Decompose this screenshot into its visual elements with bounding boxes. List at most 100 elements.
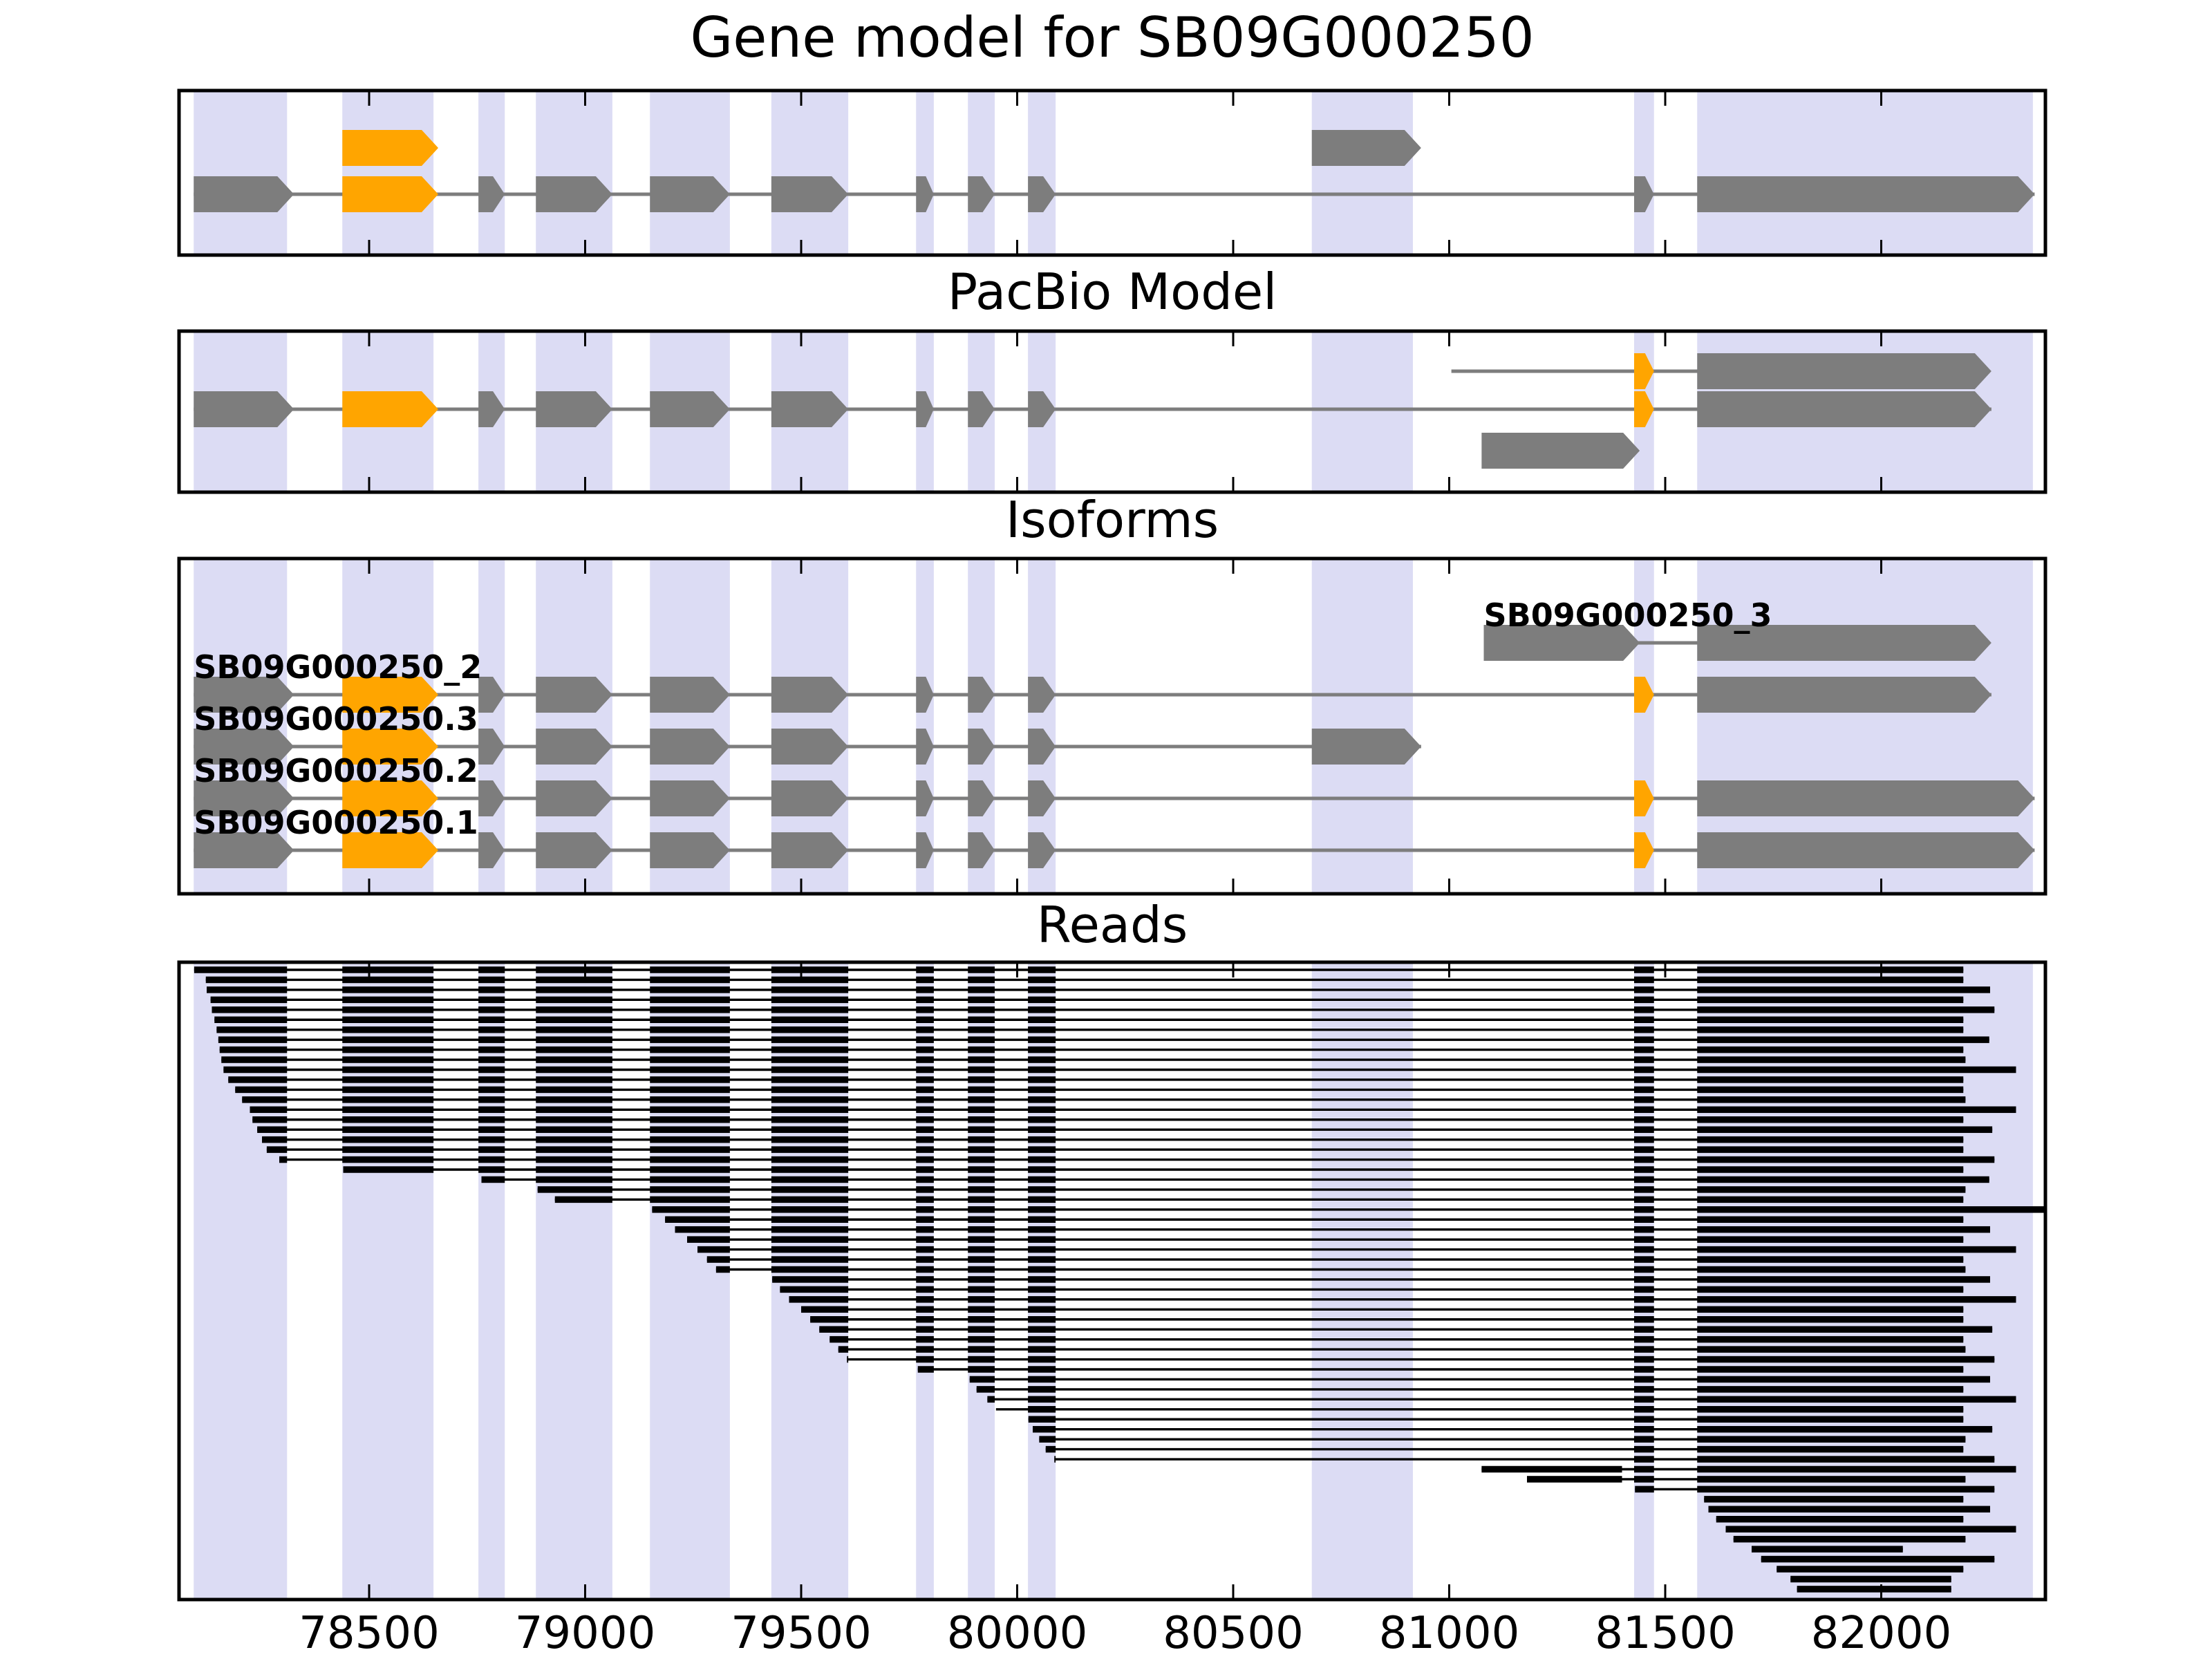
read-exon-block xyxy=(342,1056,434,1063)
exon xyxy=(1634,176,1654,212)
read-exon-block xyxy=(250,1106,288,1114)
read-exon-block xyxy=(968,1346,995,1353)
read-exon-block xyxy=(916,1246,934,1253)
read-exon-block xyxy=(916,976,934,984)
read-exon-block xyxy=(968,1186,995,1193)
read-exon-block xyxy=(916,1286,934,1293)
exon xyxy=(194,832,294,868)
read-exon-block xyxy=(916,1056,934,1063)
read-exon-block xyxy=(1634,1206,1654,1213)
read-exon-block xyxy=(1028,1346,1056,1353)
read-exon-block xyxy=(650,1126,730,1133)
isoform-label: SB09G000250.2 xyxy=(194,752,478,789)
read-row xyxy=(242,1096,1966,1103)
read-row xyxy=(917,1366,1964,1373)
read-exon-block xyxy=(1634,976,1654,984)
read-exon-block xyxy=(536,1126,612,1133)
read-exon-block xyxy=(771,996,849,1004)
exon xyxy=(478,391,505,427)
read-exon-block xyxy=(1697,1056,1966,1063)
read-row xyxy=(697,1246,2016,1253)
read-exon-block xyxy=(478,1086,505,1094)
read-exon-block xyxy=(1634,1156,1654,1163)
read-exon-block xyxy=(342,1016,434,1023)
read-exon-block xyxy=(1028,1016,1056,1023)
read-exon-block xyxy=(771,1126,849,1133)
read-exon-block xyxy=(1697,1316,1964,1323)
exon xyxy=(536,391,612,427)
read-exon-block xyxy=(478,1136,505,1143)
read-row xyxy=(1777,1566,1964,1573)
read-exon-block xyxy=(1697,1425,1993,1433)
read-exon-block xyxy=(1634,1106,1654,1114)
read-exon-block xyxy=(1028,1036,1056,1043)
read-exon-block xyxy=(342,1076,434,1083)
read-row xyxy=(1725,1526,2016,1533)
read-row xyxy=(1716,1516,1964,1523)
read-exon-block xyxy=(916,1136,934,1143)
read-exon-block xyxy=(1028,976,1056,984)
exon-highlight-band xyxy=(916,91,934,255)
read-exon-block xyxy=(1028,1236,1056,1243)
read-exon-block xyxy=(1028,1376,1056,1383)
read-exon-block xyxy=(819,1326,849,1333)
exon xyxy=(342,832,438,868)
read-row xyxy=(838,1346,1966,1353)
reads-panel-title: Reads xyxy=(1036,896,1188,954)
read-exon-block xyxy=(216,1026,288,1033)
read-row xyxy=(969,1376,1990,1383)
read-row xyxy=(801,1306,1964,1313)
read-exon-block xyxy=(536,1006,612,1013)
exon xyxy=(536,780,612,816)
exon xyxy=(650,677,730,713)
read-exon-block xyxy=(1697,1116,1964,1123)
exon xyxy=(342,677,438,713)
panel-border xyxy=(177,960,2047,1602)
read-exon-block xyxy=(771,1146,849,1153)
read-exon-block xyxy=(1634,1216,1654,1223)
read-exon-block xyxy=(650,1036,730,1043)
exon xyxy=(916,677,934,713)
exon xyxy=(536,677,612,713)
exon xyxy=(478,677,505,713)
read-exon-block xyxy=(1697,1286,1964,1293)
read-exon-block xyxy=(342,1156,434,1163)
isoform-label: SB09G000250.1 xyxy=(194,804,478,841)
exon xyxy=(1028,677,1056,713)
read-exon-block xyxy=(1028,1086,1056,1094)
read-exon-block xyxy=(1697,1485,1995,1493)
read-exon-block xyxy=(478,1026,505,1033)
read-exon-block xyxy=(221,1056,288,1063)
read-exon-block xyxy=(1697,1386,1964,1393)
read-exon-block xyxy=(650,1026,730,1033)
read-exon-block xyxy=(1697,1436,1966,1443)
read-exon-block xyxy=(1634,1016,1654,1023)
read-exon-block xyxy=(1697,1086,1964,1094)
read-exon-block xyxy=(650,1156,730,1163)
read-exon-block xyxy=(916,1096,934,1103)
read-exon-block xyxy=(1634,1445,1654,1453)
read-exon-block xyxy=(1716,1516,1964,1523)
read-exon-block xyxy=(968,1226,995,1233)
read-exon-block xyxy=(1634,1236,1654,1243)
read-exon-block xyxy=(1028,1335,1056,1343)
read-exon-block xyxy=(697,1246,730,1253)
exon-highlight-band xyxy=(536,91,612,255)
read-exon-block xyxy=(916,1016,934,1023)
read-exon-block xyxy=(1634,1366,1654,1373)
read-exon-block xyxy=(1704,1496,1964,1503)
read-exon-block xyxy=(650,1016,730,1023)
read-exon-block xyxy=(536,1076,612,1083)
exon xyxy=(1697,391,1991,427)
read-exon-block xyxy=(1697,1346,1966,1353)
read-exon-block xyxy=(687,1236,730,1243)
read-exon-block xyxy=(916,1216,934,1223)
read-exon-block xyxy=(771,1086,849,1094)
read-exon-block xyxy=(968,1096,995,1103)
read-exon-block xyxy=(1697,1036,1989,1043)
read-exon-block xyxy=(916,1036,934,1043)
isoforms-panel-title: Isoforms xyxy=(1005,491,1219,549)
read-exon-block xyxy=(1028,1106,1056,1114)
read-exon-block xyxy=(1634,1276,1654,1283)
read-exon-block xyxy=(916,1076,934,1083)
